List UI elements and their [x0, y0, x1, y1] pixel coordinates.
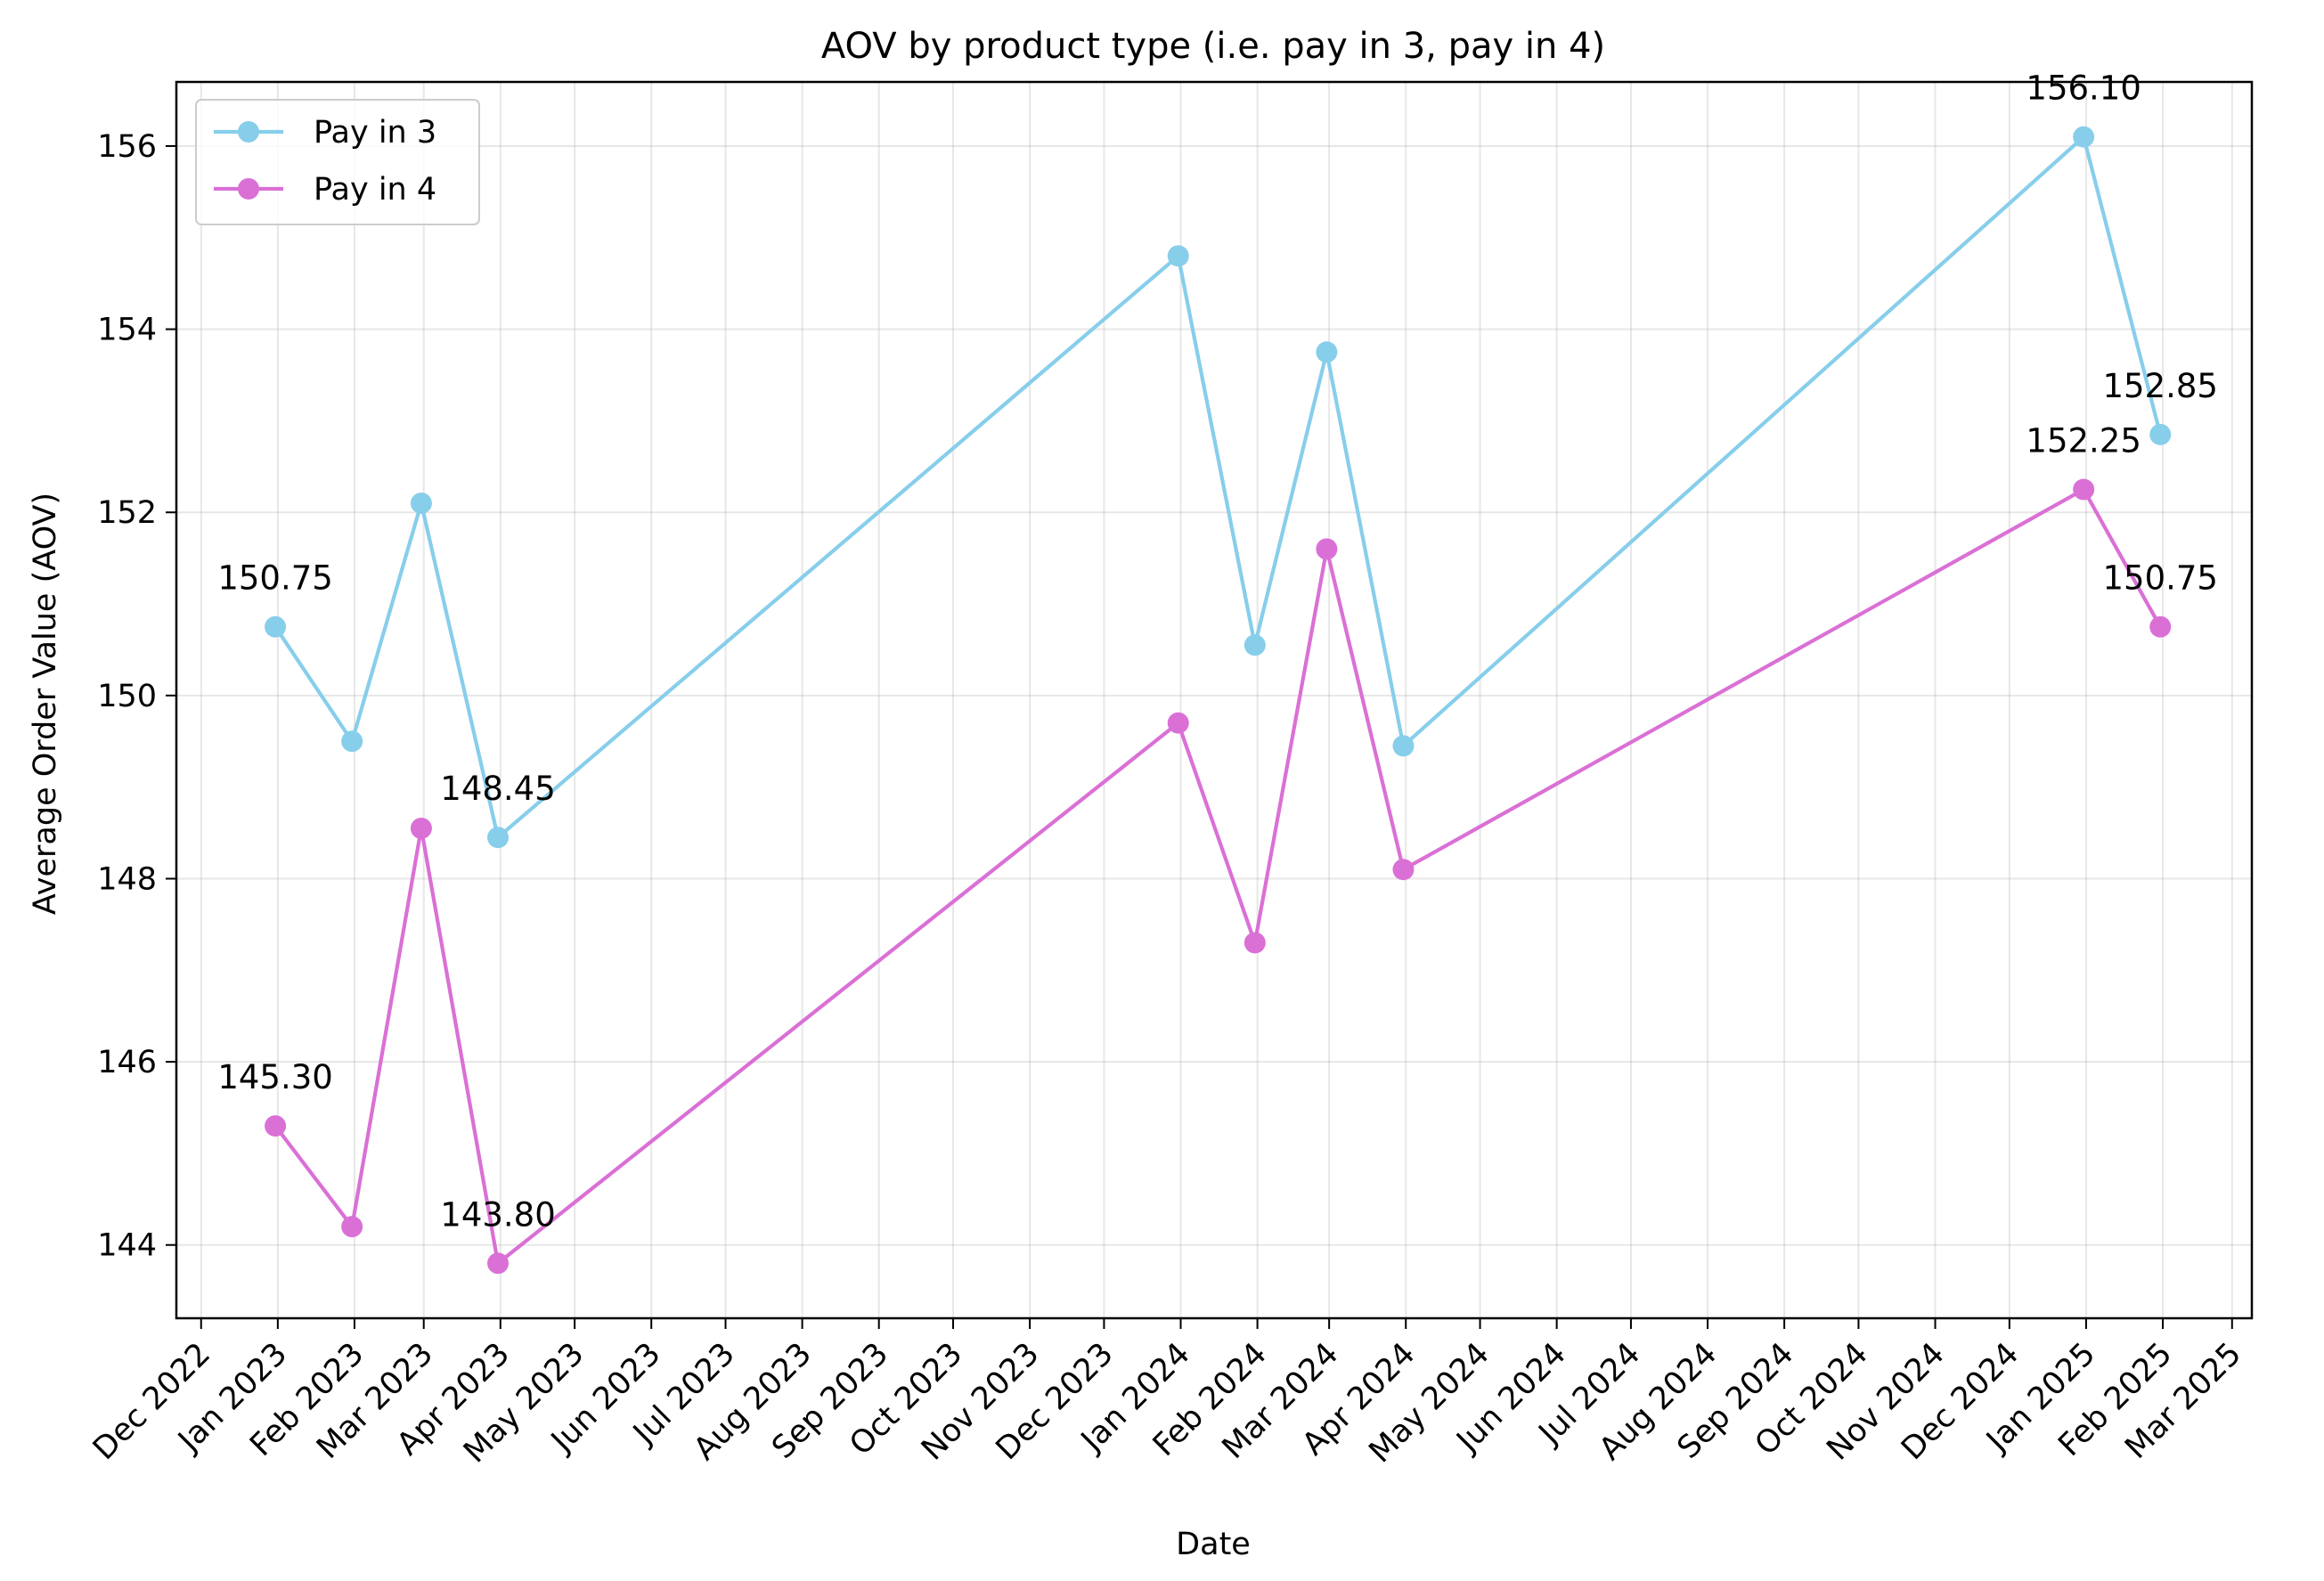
data-label-pay-in-3: 148.45 [440, 770, 555, 808]
data-label-pay-in-3: 156.10 [2026, 69, 2141, 108]
data-label-pay-in-4: 150.75 [2103, 559, 2218, 598]
legend-label-pay-in-4: Pay in 4 [314, 172, 436, 208]
data-label-pay-in-3: 150.75 [217, 559, 332, 598]
y-tick-label: 150 [97, 679, 157, 714]
data-point-pay-in-3 [341, 730, 363, 753]
y-tick-label: 156 [97, 129, 157, 165]
data-point-pay-in-3 [1316, 341, 1338, 363]
data-label-pay-in-4: 145.30 [217, 1058, 332, 1096]
legend-marker-pay-in-4 [238, 178, 259, 200]
data-point-pay-in-3 [1244, 634, 1266, 656]
y-tick-label: 152 [97, 495, 157, 531]
data-point-pay-in-3 [1167, 245, 1189, 267]
series-line-pay-in-4 [273, 487, 2163, 1266]
legend: Pay in 3 Pay in 4 [195, 99, 480, 225]
data-labels: 150.75 148.45 156.10 152.85 145.30 143.80 152.… [217, 69, 2218, 1235]
legend-label-pay-in-3: Pay in 3 [314, 115, 436, 151]
data-point-pay-in-3 [1392, 735, 1415, 757]
data-point-pay-in-4 [1244, 932, 1266, 954]
data-point-pay-in-3 [487, 827, 510, 849]
plot-border [175, 80, 2254, 1320]
series-line-pay-in-3 [273, 134, 2163, 840]
legend-marker-pay-in-3 [238, 121, 259, 143]
data-point-pay-in-4 [487, 1252, 510, 1275]
data-point-pay-in-3 [410, 492, 432, 514]
plot-frame [175, 80, 2254, 1320]
grid [176, 82, 2252, 1318]
data-point-pay-in-4 [2073, 478, 2095, 501]
y-tick-label: 144 [97, 1228, 157, 1264]
data-point-pay-in-4 [1316, 538, 1338, 560]
y-axis-title: Average Order Value (AOV) [28, 493, 63, 915]
y-tick-label: 154 [97, 313, 157, 348]
series-layer [265, 126, 2172, 1275]
data-point-pay-in-4 [410, 817, 432, 839]
data-point-pay-in-4 [1392, 859, 1415, 881]
data-point-pay-in-4 [1167, 712, 1189, 734]
data-point-pay-in-3 [2073, 126, 2095, 148]
data-point-pay-in-4 [265, 1115, 287, 1137]
data-label-pay-in-4: 152.25 [2026, 422, 2141, 460]
data-point-pay-in-4 [2149, 615, 2172, 638]
data-point-pay-in-4 [341, 1216, 363, 1238]
x-axis-title: Date [1176, 1527, 1251, 1562]
chart-title: AOV by product type (i.e. pay in 3, pay … [821, 26, 1605, 67]
data-point-pay-in-3 [2149, 423, 2172, 445]
y-tick-label: 146 [97, 1045, 157, 1080]
y-axis: 144 146 148 150 152 154 156 [97, 129, 176, 1264]
data-point-pay-in-3 [265, 615, 287, 638]
y-tick-label: 148 [97, 861, 157, 897]
data-label-pay-in-4: 143.80 [440, 1195, 555, 1234]
data-label-pay-in-3: 152.85 [2103, 367, 2218, 405]
